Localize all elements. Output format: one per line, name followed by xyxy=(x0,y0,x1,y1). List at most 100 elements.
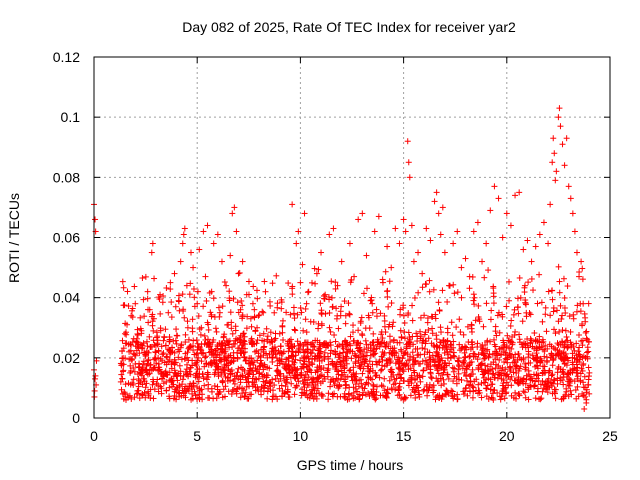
data-point xyxy=(415,249,422,256)
data-point xyxy=(571,228,578,235)
data-point xyxy=(569,210,576,217)
data-point xyxy=(419,270,426,277)
data-point xyxy=(410,258,417,265)
data-point xyxy=(565,183,572,190)
data-point xyxy=(179,240,186,247)
data-point xyxy=(371,228,378,235)
data-point xyxy=(567,195,574,202)
data-point xyxy=(388,264,395,271)
data-point xyxy=(196,246,203,253)
data-point xyxy=(190,264,197,271)
data-point xyxy=(405,159,412,166)
data-point xyxy=(439,204,446,211)
data-point xyxy=(214,231,221,238)
data-point xyxy=(528,258,535,265)
data-point xyxy=(338,258,345,265)
data-point xyxy=(487,207,494,214)
data-point xyxy=(396,240,403,247)
data-point xyxy=(441,249,448,256)
data-point xyxy=(180,231,187,238)
data-point xyxy=(200,228,207,235)
data-point xyxy=(433,189,440,196)
data-point xyxy=(516,189,523,196)
data-point xyxy=(318,249,325,256)
data-point xyxy=(581,405,588,412)
data-point xyxy=(561,162,568,169)
data-point xyxy=(239,258,246,265)
data-point xyxy=(402,228,409,235)
data-point xyxy=(450,240,457,247)
data-point xyxy=(454,228,461,235)
data-point xyxy=(223,282,230,289)
data-point xyxy=(121,330,128,337)
data-point xyxy=(334,282,341,289)
data-point xyxy=(171,270,178,277)
data-point xyxy=(313,270,320,277)
data-point xyxy=(303,300,310,307)
data-point xyxy=(553,168,560,175)
data-point xyxy=(495,195,502,202)
data-point xyxy=(550,135,557,142)
data-point xyxy=(233,228,240,235)
data-point xyxy=(524,237,531,244)
data-point xyxy=(507,222,514,229)
data-points xyxy=(91,105,593,412)
data-point xyxy=(305,288,312,295)
data-point xyxy=(462,255,469,262)
data-point xyxy=(408,222,415,229)
data-point xyxy=(181,225,188,232)
data-point xyxy=(301,210,308,217)
data-point xyxy=(128,312,135,319)
data-point xyxy=(559,141,566,148)
data-point xyxy=(520,246,527,253)
data-point xyxy=(406,174,413,181)
data-point xyxy=(202,273,209,280)
data-point xyxy=(249,300,256,307)
data-point xyxy=(458,264,465,271)
data-point xyxy=(423,225,430,232)
data-point xyxy=(342,312,349,319)
data-point xyxy=(549,159,556,166)
data-point xyxy=(204,222,211,229)
data-point xyxy=(355,216,362,223)
data-point xyxy=(92,372,99,379)
data-point xyxy=(132,300,139,307)
data-point xyxy=(260,309,267,316)
data-point xyxy=(563,135,570,142)
data-point xyxy=(188,249,195,256)
data-point xyxy=(198,324,205,331)
data-point xyxy=(479,258,486,265)
data-point xyxy=(289,201,296,208)
data-point xyxy=(392,225,399,232)
data-point xyxy=(229,210,236,217)
data-point xyxy=(167,279,174,286)
data-point xyxy=(330,225,337,232)
data-point xyxy=(227,252,234,259)
data-point xyxy=(503,210,510,217)
data-point xyxy=(299,261,306,268)
chart-title: Day 082 of 2025, Rate Of TEC Index for r… xyxy=(182,19,516,35)
data-point xyxy=(351,273,358,280)
data-point xyxy=(185,336,192,343)
data-point xyxy=(512,192,519,199)
data-point xyxy=(293,240,300,247)
data-point xyxy=(404,138,411,145)
data-point xyxy=(540,219,547,226)
data-point xyxy=(346,240,353,247)
data-point xyxy=(545,240,552,247)
data-point xyxy=(177,258,184,265)
data-point xyxy=(547,201,554,208)
data-point xyxy=(470,228,477,235)
data-point xyxy=(556,105,563,112)
data-point xyxy=(148,249,155,256)
data-point xyxy=(532,243,539,250)
data-point xyxy=(117,378,124,385)
data-point xyxy=(573,249,580,256)
data-point xyxy=(499,234,506,241)
dense-point-cloud xyxy=(117,263,593,403)
data-point xyxy=(384,243,391,250)
data-point xyxy=(235,270,242,277)
data-point xyxy=(295,228,302,235)
data-point xyxy=(427,237,434,244)
